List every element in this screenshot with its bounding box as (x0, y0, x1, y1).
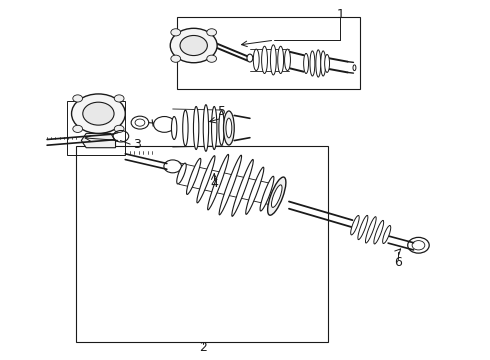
Ellipse shape (366, 217, 376, 243)
Circle shape (207, 29, 217, 36)
Circle shape (154, 117, 175, 132)
Ellipse shape (232, 159, 253, 216)
Circle shape (73, 95, 83, 102)
Circle shape (171, 55, 181, 62)
Polygon shape (81, 134, 116, 148)
Ellipse shape (374, 220, 384, 244)
Ellipse shape (268, 177, 286, 215)
Ellipse shape (325, 54, 330, 72)
Ellipse shape (278, 46, 284, 73)
Ellipse shape (358, 215, 368, 240)
Ellipse shape (177, 163, 186, 184)
Ellipse shape (183, 110, 188, 146)
Text: 4: 4 (210, 177, 218, 190)
Ellipse shape (194, 107, 199, 149)
Text: 2: 2 (199, 341, 207, 354)
Bar (67, 101, 125, 155)
Ellipse shape (226, 118, 232, 138)
Bar (76, 146, 328, 342)
Ellipse shape (172, 117, 177, 139)
Ellipse shape (310, 51, 315, 76)
Ellipse shape (321, 51, 326, 76)
Ellipse shape (270, 45, 276, 75)
Ellipse shape (245, 167, 264, 214)
Bar (176, 17, 360, 89)
Ellipse shape (203, 105, 209, 151)
Circle shape (114, 95, 124, 102)
Text: 1: 1 (336, 8, 344, 21)
Ellipse shape (219, 155, 242, 215)
Ellipse shape (187, 158, 201, 194)
Circle shape (114, 125, 124, 132)
Ellipse shape (285, 49, 291, 71)
Ellipse shape (383, 225, 391, 243)
Ellipse shape (212, 107, 217, 149)
Ellipse shape (316, 50, 321, 77)
Circle shape (207, 55, 217, 62)
Ellipse shape (247, 54, 253, 62)
Circle shape (83, 102, 114, 125)
Circle shape (180, 36, 207, 55)
Circle shape (73, 125, 83, 132)
Ellipse shape (208, 154, 229, 210)
Text: 3: 3 (133, 138, 141, 150)
Circle shape (170, 28, 217, 63)
Ellipse shape (304, 53, 309, 73)
Text: 6: 6 (394, 256, 402, 269)
Ellipse shape (351, 216, 359, 235)
Ellipse shape (223, 111, 234, 145)
Text: 5: 5 (218, 105, 225, 118)
Ellipse shape (197, 156, 215, 203)
Ellipse shape (271, 185, 282, 207)
Ellipse shape (262, 46, 268, 73)
Circle shape (171, 29, 181, 36)
Ellipse shape (253, 49, 259, 71)
Ellipse shape (219, 111, 224, 145)
Circle shape (72, 94, 125, 134)
Ellipse shape (260, 176, 274, 211)
